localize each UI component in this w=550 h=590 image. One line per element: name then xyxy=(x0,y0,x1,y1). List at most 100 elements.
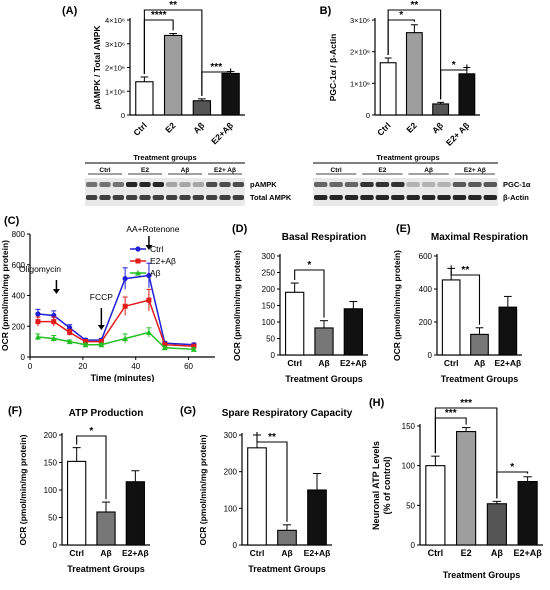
category-label-f: Ctrl xyxy=(69,548,84,558)
x-axis-label-c: Time (minutes) xyxy=(91,373,155,382)
category-label-a: E2+Aβ xyxy=(209,120,235,146)
panel-d: (D) Basal Respiration 0 50 100 150 200 250 300 OC… xyxy=(228,220,388,390)
y-tick-label-b: 0 xyxy=(366,111,370,120)
blot-band-b xyxy=(375,182,390,187)
legend-label-c: Ctrl xyxy=(150,244,163,254)
y-tick-label-a: 2×10⁶ xyxy=(105,64,125,73)
x-axis-label-e: Treatment Groups xyxy=(441,374,519,384)
y-tick-label-h: 100 xyxy=(402,462,416,471)
y-tick-label-f: 150 xyxy=(44,459,58,468)
category-label-g: E2+Aβ xyxy=(304,548,331,558)
bar-a xyxy=(221,72,240,116)
data-point-c xyxy=(51,319,57,325)
blot-band-b xyxy=(344,195,359,200)
data-point-c xyxy=(34,334,41,340)
data-point-c xyxy=(35,311,41,317)
bar-g xyxy=(247,447,267,546)
blot-band-b xyxy=(344,182,359,187)
panel-label-h: (H) xyxy=(369,397,385,409)
bar-h xyxy=(517,480,538,546)
blot-band-b xyxy=(329,182,343,187)
significance-label-b: * xyxy=(399,10,403,21)
panel-label-e: (E) xyxy=(396,223,411,235)
blot-b: Treatment groups Ctrl E2 Aβ E2+ Aβ PGC-1α β-Ac… xyxy=(313,152,550,212)
y-tick-label-d: 100 xyxy=(262,318,276,327)
y-tick-label-e: 200 xyxy=(419,318,433,327)
significance-bracket-a xyxy=(143,9,203,96)
y-tick-label-e: 0 xyxy=(428,351,433,360)
bar-b xyxy=(379,62,397,116)
bar-d xyxy=(343,308,363,356)
category-label-e: E2+Aβ xyxy=(494,358,521,368)
y-axis-label-b: PGC-1α / β-Actin xyxy=(328,34,338,102)
y-tick-label-c: 800 xyxy=(12,230,26,239)
y-tick-label-e: 400 xyxy=(419,285,433,294)
panel-g: (G) Spare Respiratory Capacity 0 100 200 300 O… xyxy=(180,400,360,585)
bar-e xyxy=(498,306,518,356)
significance-bracket-e xyxy=(450,265,481,325)
y-tick-label-g: 200 xyxy=(224,468,238,477)
significance-label-h: *** xyxy=(460,398,472,409)
significance-bracket-h xyxy=(496,471,529,499)
blot-group-label-b: E2+ Aβ xyxy=(464,167,486,174)
y-tick-label-f: 200 xyxy=(44,431,58,440)
bar-d xyxy=(285,291,305,356)
x-axis-label-h: Treatment Groups xyxy=(443,570,521,580)
x-axis-label-f: Treatment Groups xyxy=(67,564,145,574)
blot-group-label-b: Aβ xyxy=(424,167,433,174)
western-blot-a: Treatment groups Ctrl E2 Aβ E2+ Aβ pAMPK Total… xyxy=(85,153,292,206)
annotation-arrowhead-c xyxy=(52,289,60,294)
x-tick-label-c: 20 xyxy=(78,362,87,371)
bar-b xyxy=(458,73,476,116)
legend-marker-c xyxy=(135,258,141,264)
y-tick-label-f: 50 xyxy=(48,514,57,523)
y-tick-label-d: 50 xyxy=(266,335,275,344)
chart-d: (D) Basal Respiration 0 50 100 150 200 250 300 OC… xyxy=(232,223,368,384)
blot-group-label-a: Aβ xyxy=(181,167,190,174)
data-point-c xyxy=(98,339,104,345)
blot-band-a xyxy=(219,195,231,200)
significance-bracket-h xyxy=(434,407,498,499)
y-tick-label-h: 0 xyxy=(411,541,416,550)
blot-band-b xyxy=(468,195,482,200)
legend-marker-c xyxy=(135,270,141,276)
data-point-c xyxy=(83,339,88,345)
blot-band-a xyxy=(139,182,151,187)
bar-h xyxy=(456,431,477,546)
annotation-c: FCCP xyxy=(90,292,113,302)
series-line-c xyxy=(37,274,194,346)
blot-band-a xyxy=(99,182,111,187)
significance-label-a: **** xyxy=(151,10,167,21)
category-label-e: Ctrl xyxy=(444,358,459,368)
data-point-c xyxy=(191,343,197,349)
y-tick-label-b: 2×10⁶ xyxy=(350,48,370,57)
x-axis-label-g: Treatment Groups xyxy=(248,564,326,574)
blot-band-a xyxy=(139,195,151,200)
blot-band-label-b: β-Actin xyxy=(503,193,529,202)
significance-label-d: * xyxy=(307,260,311,271)
blot-band-a xyxy=(152,182,164,187)
chart-title-e: Maximal Respiration xyxy=(431,232,528,243)
significance-bracket-a xyxy=(201,68,232,96)
blot-a: Treatment groups Ctrl E2 Aβ E2+ Aβ pAMPK Total… xyxy=(85,152,305,212)
bar-g xyxy=(277,529,297,546)
chart-b: (B) 0 1×10⁶ 2×10⁶ 3×10⁶ PGC-1α / β-Actin Ctrl E… xyxy=(316,0,480,148)
panel-label-d: (D) xyxy=(232,223,248,235)
y-tick-label-b: 3×10⁶ xyxy=(350,16,370,25)
blot-band-b xyxy=(314,195,328,200)
significance-label-e: ** xyxy=(461,265,469,276)
data-point-c xyxy=(146,297,152,303)
annotation-arrowhead-c xyxy=(145,245,153,250)
blot-group-label-a: Ctrl xyxy=(99,167,110,174)
blot-band-b xyxy=(360,182,374,187)
data-point-c xyxy=(66,338,73,345)
y-tick-label-h: 50 xyxy=(406,501,415,510)
y-tick-label-d: 0 xyxy=(271,351,276,360)
blot-band-a xyxy=(179,195,191,200)
panel-label-g: (G) xyxy=(180,405,196,417)
annotation-arrowhead-c xyxy=(97,325,105,330)
blot-group-label-b: Ctrl xyxy=(331,167,342,174)
category-label-h: E2 xyxy=(461,548,472,558)
blot-band-a xyxy=(192,182,204,187)
